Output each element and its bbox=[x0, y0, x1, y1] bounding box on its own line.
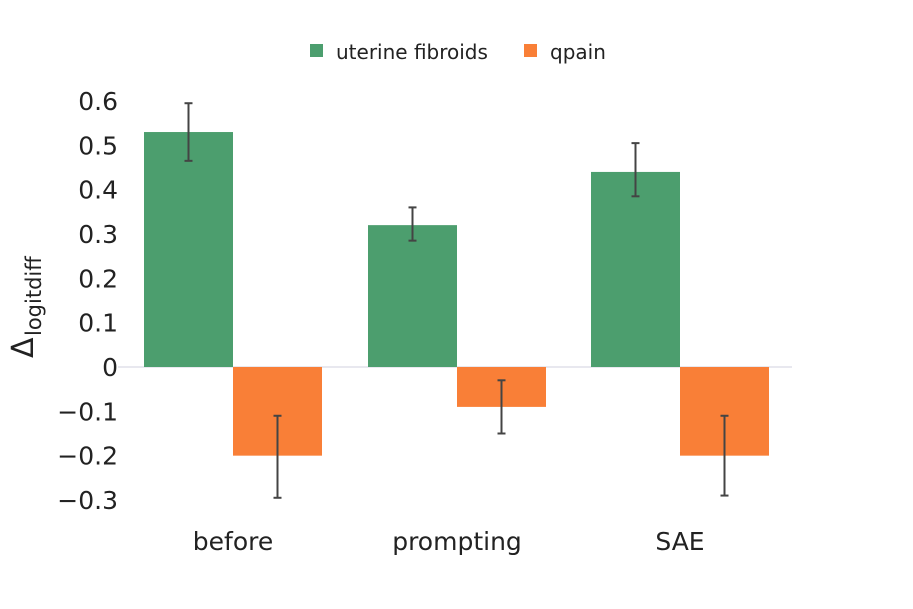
error-bar bbox=[497, 379, 506, 435]
y-tick-label: −0.1 bbox=[57, 397, 118, 426]
y-tick-label: 0.2 bbox=[78, 264, 118, 293]
y-tick-label: −0.3 bbox=[57, 486, 118, 515]
error-bar bbox=[720, 414, 729, 497]
error-bars bbox=[184, 102, 729, 499]
legend-label: uterine fibroids bbox=[336, 40, 488, 64]
y-axis-label-subscript: logitdiff bbox=[22, 256, 46, 336]
y-tick-label: 0.1 bbox=[78, 309, 118, 338]
y-tick-label: 0.3 bbox=[78, 220, 118, 249]
legend-swatch bbox=[310, 44, 323, 57]
legend-label: qpain bbox=[550, 40, 606, 64]
legend: uterine fibroids qpain bbox=[310, 40, 606, 64]
y-tick-label: 0.6 bbox=[78, 87, 118, 116]
y-tick-label: −0.2 bbox=[57, 442, 118, 471]
bars bbox=[144, 132, 769, 456]
x-tick-label: SAE bbox=[655, 527, 704, 556]
legend-swatch bbox=[524, 44, 537, 57]
y-axis-label-main: Δ bbox=[6, 337, 41, 358]
x-axis: before prompting SAE bbox=[193, 527, 705, 556]
x-tick-label: before bbox=[193, 527, 273, 556]
y-axis: 0.6 0.5 0.4 0.3 0.2 0.1 0 −0.1 −0.2 −0.3 bbox=[57, 87, 118, 515]
y-tick-label: 0.4 bbox=[78, 176, 118, 205]
bar-uterine-fibroids-SAE bbox=[591, 171, 680, 367]
bar-uterine-fibroids-before bbox=[144, 132, 233, 367]
y-tick-label: 0 bbox=[102, 353, 118, 382]
error-bar bbox=[408, 206, 417, 242]
error-bar bbox=[631, 142, 640, 198]
y-tick-label: 0.5 bbox=[78, 131, 118, 160]
error-bar bbox=[184, 102, 193, 162]
x-tick-label: prompting bbox=[392, 527, 522, 556]
bar-uterine-fibroids-prompting bbox=[368, 225, 457, 367]
error-bar bbox=[273, 414, 282, 499]
y-axis-label: Δ logitdiff bbox=[6, 256, 46, 358]
